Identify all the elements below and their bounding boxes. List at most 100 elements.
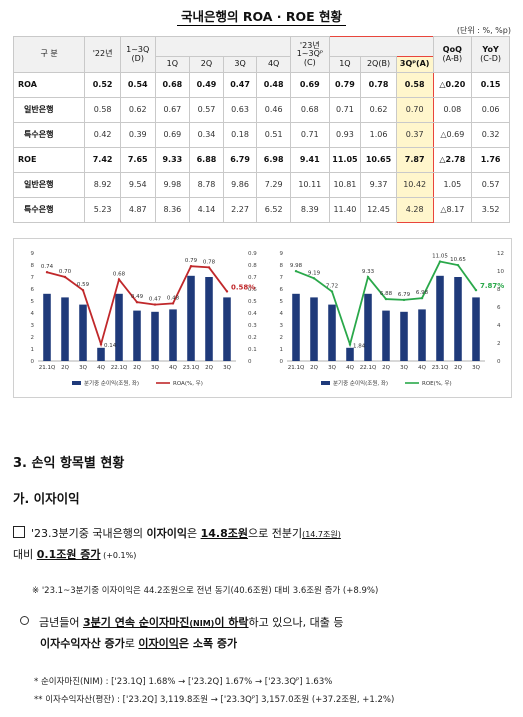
row-label: 일반은행	[12, 172, 86, 198]
table-cell: △8.17	[432, 197, 473, 223]
line-point	[402, 298, 406, 302]
bar	[43, 293, 51, 361]
header-22-4q: 4Q	[256, 56, 291, 73]
right-tick-label: 6	[497, 305, 501, 311]
line-point	[456, 263, 460, 267]
table-cell: 6.52	[256, 197, 291, 223]
header-2023-1-3q: '23년 1~3Qᴾ (C)	[289, 36, 330, 73]
header-23-1q: 1Q	[328, 56, 362, 73]
x-tick-label: 23.1Q	[432, 365, 449, 371]
right-tick-label: 0.3	[248, 323, 257, 329]
x-tick-label: 2Q	[382, 365, 390, 371]
table-row: 특수은행 0.42 0.39 0.69 0.34 0.18 0.51 0.71 0.93 1.06…	[12, 122, 510, 148]
left-tick-label: 0	[280, 359, 284, 365]
roa-chart: 0 1 2 3 4 5 6 7 8 9 0 0.1 0.2 0.3 0.4 0.5 0.6 0.7 0.8 0.9 21…	[31, 251, 258, 387]
line-point	[81, 289, 85, 292]
right-tick-label: 0	[497, 359, 501, 365]
bar	[310, 297, 318, 361]
bar	[79, 304, 87, 361]
x-tick-label: 4Q	[97, 365, 105, 371]
header-2023-quarters	[328, 36, 434, 57]
interest-income-paragraph: '23.3분기중 국내은행의 이자이익은 14.8조원으로 전분기(14.7조원…	[13, 526, 341, 561]
table-cell: 8.78	[189, 172, 224, 198]
right-tick-label: 12	[497, 251, 504, 257]
bar	[472, 297, 480, 361]
data-label: 9.98	[290, 263, 303, 269]
table-cell: 0.71	[328, 97, 362, 123]
right-tick-label: 0.4	[248, 311, 257, 317]
table-cell: 0.68	[154, 72, 191, 98]
table-cell: 9.98	[154, 172, 191, 198]
data-label: 9.33	[362, 269, 375, 275]
table-cell: 8.39	[289, 197, 330, 223]
header-23-3q: 3Qᴾ(A)	[395, 56, 434, 73]
right-tick-label: 8	[497, 287, 501, 293]
table-title: 국내은행의 ROA · ROE 현황	[0, 6, 523, 26]
line-point	[99, 343, 103, 346]
line-point	[474, 288, 478, 292]
right-tick-label: 10	[497, 269, 504, 275]
left-tick-label: 2	[280, 335, 284, 341]
table-cell: 1.76	[471, 147, 510, 173]
table-cell: 10.42	[395, 172, 434, 198]
bar	[151, 311, 159, 361]
table-cell: 0.71	[289, 122, 330, 148]
left-tick-label: 5	[31, 299, 35, 305]
table-cell: 7.87	[395, 147, 434, 173]
table-cell: 0.68	[289, 97, 330, 123]
table-cell: 0.46	[256, 97, 291, 123]
data-label: 0.79	[185, 258, 198, 264]
table-row: 특수은행 5.23 4.87 8.36 4.14 2.27 6.52 8.39 11.40 12.…	[12, 197, 510, 223]
right-tick-label: 0.8	[248, 263, 257, 269]
left-tick-label: 9	[31, 251, 35, 257]
header-gubun: 구 분	[12, 36, 86, 73]
x-tick-label: 3Q	[151, 365, 159, 371]
note-cumulative-interest: ※ '23.1~3분기중 이자이익은 44.2조원으로 전년 동기(40.6조원…	[32, 586, 379, 596]
left-tick-label: 7	[31, 275, 35, 281]
table-cell: 0.37	[395, 122, 434, 148]
header-23-2q: 2Q(B)	[360, 56, 397, 73]
bar	[115, 293, 123, 361]
table-cell: 0.08	[432, 97, 473, 123]
table-cell: 0.67	[154, 97, 191, 123]
data-label: 11.05	[432, 254, 448, 260]
table-cell: 7.29	[256, 172, 291, 198]
data-label: 6.88	[380, 291, 393, 297]
header-2022-quarters	[154, 36, 291, 57]
row-label: 특수은행	[12, 197, 86, 223]
table-cell: 0.79	[328, 72, 362, 98]
line-point	[420, 296, 424, 300]
table-cell: 1.06	[360, 122, 397, 148]
data-label: 0.47	[149, 297, 162, 303]
data-label: 6.79	[398, 292, 411, 298]
right-tick-label: 0.6	[248, 287, 257, 293]
table-cell: 11.40	[328, 197, 362, 223]
table-cell: 3.52	[471, 197, 510, 223]
line-point	[438, 260, 442, 263]
bar	[364, 293, 372, 361]
line-point	[153, 303, 157, 306]
line-point	[171, 302, 175, 305]
data-label: 9.19	[308, 270, 321, 276]
data-label: 0.48	[167, 295, 180, 301]
table-cell: 0.34	[189, 122, 224, 148]
line-point	[294, 269, 298, 273]
left-tick-label: 3	[31, 323, 35, 329]
data-label: 10.65	[450, 257, 466, 263]
table-cell: 0.69	[154, 122, 191, 148]
data-label: 7.87%	[480, 282, 504, 290]
table-cell: 4.87	[119, 197, 156, 223]
bar	[418, 309, 426, 361]
bar	[187, 275, 195, 361]
table-cell: 0.18	[222, 122, 258, 148]
row-label: 일반은행	[12, 97, 86, 123]
line-point	[384, 297, 388, 301]
left-tick-label: 6	[31, 287, 35, 293]
x-tick-label: 4Q	[346, 365, 354, 371]
table-cell: 4.14	[189, 197, 224, 223]
table-cell: 0.78	[360, 72, 397, 98]
line-point	[45, 271, 49, 274]
line-point	[117, 278, 121, 281]
table-cell: 0.58	[84, 97, 121, 123]
data-label: 0.78	[203, 259, 216, 265]
